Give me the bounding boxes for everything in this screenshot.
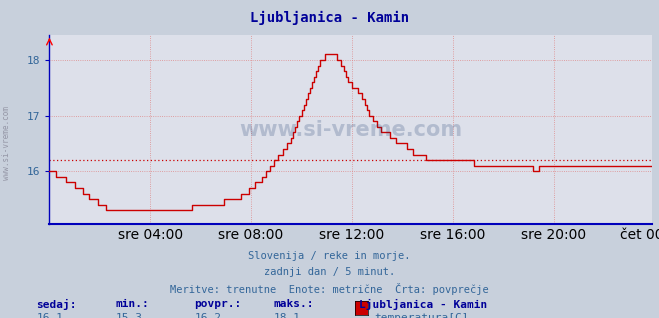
Text: min.:: min.: <box>115 299 149 309</box>
Text: maks.:: maks.: <box>273 299 314 309</box>
Text: 15,3: 15,3 <box>115 313 142 318</box>
Text: www.si-vreme.com: www.si-vreme.com <box>239 120 463 140</box>
Text: Ljubljanica - Kamin: Ljubljanica - Kamin <box>250 11 409 25</box>
Text: zadnji dan / 5 minut.: zadnji dan / 5 minut. <box>264 267 395 277</box>
Text: Ljubljanica - Kamin: Ljubljanica - Kamin <box>359 299 488 310</box>
Text: 16,1: 16,1 <box>36 313 63 318</box>
Text: sedaj:: sedaj: <box>36 299 76 310</box>
Text: temperatura[C]: temperatura[C] <box>374 313 469 318</box>
Text: Slovenija / reke in morje.: Slovenija / reke in morje. <box>248 251 411 261</box>
Text: Meritve: trenutne  Enote: metrične  Črta: povprečje: Meritve: trenutne Enote: metrične Črta: … <box>170 283 489 295</box>
Text: 18,1: 18,1 <box>273 313 301 318</box>
Text: povpr.:: povpr.: <box>194 299 242 309</box>
Text: 16,2: 16,2 <box>194 313 221 318</box>
Text: www.si-vreme.com: www.si-vreme.com <box>2 106 11 180</box>
